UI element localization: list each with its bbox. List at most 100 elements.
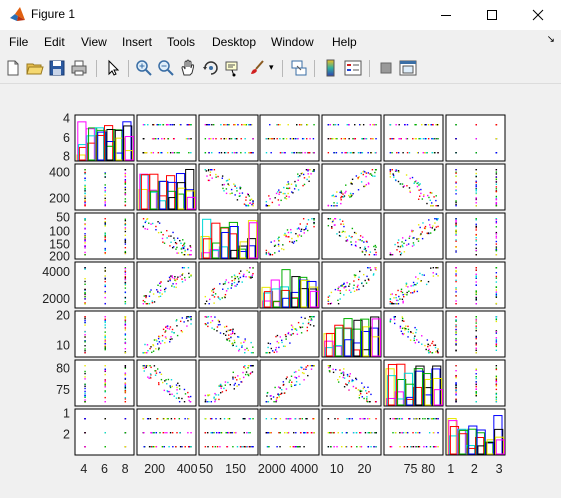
scatter-point xyxy=(359,235,362,237)
scatter-point xyxy=(248,195,251,197)
scatter-point xyxy=(431,152,433,154)
menu-tools[interactable]: Tools xyxy=(167,35,196,49)
scatter-point xyxy=(244,352,246,354)
scatter-point xyxy=(84,267,86,269)
menu-edit[interactable]: Edit xyxy=(44,35,65,49)
scatter-point xyxy=(363,248,365,251)
scatter-point xyxy=(367,446,369,448)
data-cursor-icon[interactable] xyxy=(223,58,243,78)
scatter-point xyxy=(220,124,222,126)
hide-plot-tools-icon[interactable] xyxy=(376,58,396,78)
dock-arrow-icon[interactable]: ↘ xyxy=(546,34,555,45)
scatter-point xyxy=(329,218,332,220)
scatter-point xyxy=(154,370,156,372)
scatter-point xyxy=(437,432,439,434)
scatter-point xyxy=(151,300,153,302)
close-button[interactable] xyxy=(515,0,561,30)
scatter-point xyxy=(437,124,439,126)
scatter-point xyxy=(353,274,356,276)
x-tick-label: 10 xyxy=(330,462,344,476)
menu-file[interactable]: File xyxy=(9,35,29,49)
scatter-point xyxy=(250,275,252,278)
scatter-point xyxy=(84,341,86,343)
scatter-point xyxy=(354,244,357,247)
scatter-point xyxy=(232,376,234,378)
scatter-point xyxy=(359,124,361,126)
scatter-point xyxy=(334,138,337,140)
maximize-button[interactable] xyxy=(469,0,515,30)
scatter-point xyxy=(226,446,228,448)
scatter-point xyxy=(207,325,209,328)
scatter-point xyxy=(206,316,208,318)
save-icon[interactable] xyxy=(47,58,67,78)
show-plot-tools-icon[interactable] xyxy=(398,58,418,78)
scatter-point xyxy=(455,383,457,385)
scatter-point xyxy=(475,138,477,140)
scatter-point xyxy=(282,345,285,347)
open-file-icon[interactable] xyxy=(25,58,45,78)
scatter-point xyxy=(183,243,185,246)
scatter-point xyxy=(187,446,190,448)
scatter-point xyxy=(104,173,106,175)
scatter-point xyxy=(455,171,457,173)
scatter-point xyxy=(299,175,301,177)
scatter-point xyxy=(475,273,477,276)
scatter-point xyxy=(392,173,394,175)
scatter-point xyxy=(339,290,341,292)
scatter-point xyxy=(307,152,309,154)
pan-icon[interactable] xyxy=(178,58,198,78)
scatter-point xyxy=(283,152,285,154)
scatter-point xyxy=(351,235,353,238)
scatter-point xyxy=(361,240,363,242)
scatter-point xyxy=(455,319,457,321)
scatter-point xyxy=(151,301,154,304)
scatter-point xyxy=(150,289,152,291)
scatter-point xyxy=(182,245,184,247)
brush-icon[interactable] xyxy=(247,58,267,78)
scatter-point xyxy=(364,248,367,250)
scatter-point xyxy=(395,296,397,299)
brush-dropdown-icon[interactable]: ▾ xyxy=(269,62,274,72)
menu-window[interactable]: Window xyxy=(271,35,314,49)
scatter-point xyxy=(345,383,347,385)
menu-help[interactable]: Help xyxy=(332,35,357,49)
legend-icon[interactable] xyxy=(343,58,363,78)
scatter-point xyxy=(217,319,219,322)
scatter-point xyxy=(285,235,287,237)
zoom-out-icon[interactable] xyxy=(156,58,176,78)
y-tick-label: 4 xyxy=(63,112,70,126)
scatter-point xyxy=(495,186,498,188)
scatter-point xyxy=(359,432,361,434)
scatter-point xyxy=(475,342,477,344)
scatter-point xyxy=(289,446,292,448)
scatter-point xyxy=(231,276,233,278)
menu-desktop[interactable]: Desktop xyxy=(212,35,257,49)
scatter-point xyxy=(370,138,372,140)
subplot-axes xyxy=(198,261,259,309)
scatter-point xyxy=(367,386,369,388)
scatter-point xyxy=(104,290,106,293)
menu-insert[interactable]: Insert xyxy=(122,35,153,49)
scatter-point xyxy=(104,365,106,367)
scatter-point xyxy=(289,333,292,336)
scatter-point xyxy=(233,274,236,276)
print-icon[interactable] xyxy=(69,58,89,78)
scatter-point xyxy=(418,341,420,343)
scatter-point xyxy=(271,350,274,352)
scatter-point xyxy=(150,446,153,448)
pointer-icon[interactable] xyxy=(103,58,123,78)
colorbar-icon[interactable] xyxy=(321,58,341,78)
minimize-button[interactable] xyxy=(423,0,469,30)
rotate-3d-icon[interactable] xyxy=(201,58,221,78)
scatter-point xyxy=(224,281,227,283)
scatter-point xyxy=(175,286,177,289)
scatter-point xyxy=(363,241,365,243)
scatter-point xyxy=(305,227,307,229)
scatter-point xyxy=(225,152,227,154)
new-figure-icon[interactable] xyxy=(3,58,23,78)
link-plot-icon[interactable] xyxy=(289,58,309,78)
scatter-point xyxy=(401,291,404,294)
scatter-point xyxy=(84,242,86,244)
menu-view[interactable]: View xyxy=(81,35,107,49)
zoom-in-icon[interactable] xyxy=(134,58,154,78)
